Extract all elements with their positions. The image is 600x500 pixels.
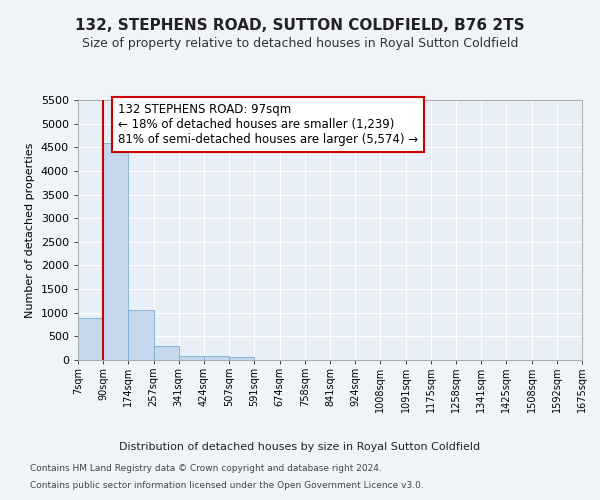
Text: Size of property relative to detached houses in Royal Sutton Coldfield: Size of property relative to detached ho… xyxy=(82,38,518,51)
Text: Distribution of detached houses by size in Royal Sutton Coldfield: Distribution of detached houses by size … xyxy=(119,442,481,452)
Bar xyxy=(154,346,179,360)
Bar xyxy=(179,356,204,360)
Bar xyxy=(103,144,128,360)
Text: Contains HM Land Registry data © Crown copyright and database right 2024.: Contains HM Land Registry data © Crown c… xyxy=(30,464,382,473)
Bar xyxy=(128,310,154,360)
Text: Contains public sector information licensed under the Open Government Licence v3: Contains public sector information licen… xyxy=(30,481,424,490)
Y-axis label: Number of detached properties: Number of detached properties xyxy=(25,142,35,318)
Bar xyxy=(78,318,103,360)
Text: 132, STEPHENS ROAD, SUTTON COLDFIELD, B76 2TS: 132, STEPHENS ROAD, SUTTON COLDFIELD, B7… xyxy=(75,18,525,32)
Bar xyxy=(229,357,254,360)
Text: 132 STEPHENS ROAD: 97sqm
← 18% of detached houses are smaller (1,239)
81% of sem: 132 STEPHENS ROAD: 97sqm ← 18% of detach… xyxy=(118,102,418,146)
Bar xyxy=(204,356,229,360)
